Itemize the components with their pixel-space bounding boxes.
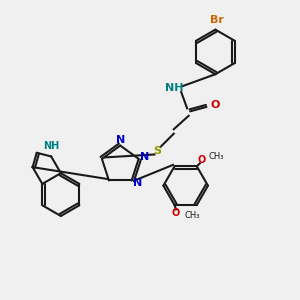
Text: N: N bbox=[116, 135, 125, 145]
Text: NH: NH bbox=[164, 82, 183, 93]
Text: N: N bbox=[140, 152, 149, 162]
Text: NH: NH bbox=[43, 141, 59, 151]
Text: CH₃: CH₃ bbox=[184, 212, 200, 220]
Text: Br: Br bbox=[210, 15, 224, 25]
Text: S: S bbox=[153, 146, 161, 157]
Text: N: N bbox=[133, 178, 142, 188]
Text: O: O bbox=[210, 100, 219, 110]
Text: CH₃: CH₃ bbox=[209, 152, 224, 161]
Text: O: O bbox=[197, 155, 206, 165]
Text: O: O bbox=[172, 208, 180, 218]
